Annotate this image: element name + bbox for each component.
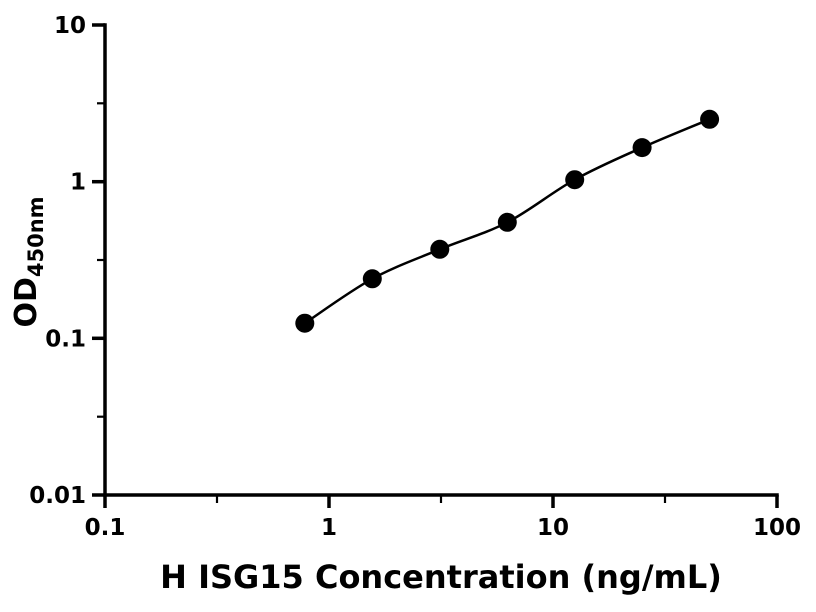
y-tick-label: 10: [54, 13, 86, 39]
x-tick-label: 1: [321, 515, 337, 541]
y-tick-label: 1: [70, 170, 86, 196]
x-tick-label: 0.1: [85, 515, 126, 541]
y-tick-label: 0.01: [29, 483, 86, 509]
data-point: [565, 170, 585, 190]
x-axis-title: H ISG15 Concentration (ng/mL): [160, 558, 722, 596]
y-tick-label: 0.1: [45, 326, 86, 352]
y-axis-title-main: OD: [9, 277, 44, 327]
data-point: [362, 269, 382, 289]
data-point: [497, 212, 517, 232]
x-tick-label: 10: [537, 515, 569, 541]
y-axis-title-subscript: 450nm: [24, 196, 48, 277]
x-tick-label: 100: [753, 515, 801, 541]
data-point: [430, 239, 450, 259]
data-point: [700, 109, 720, 129]
data-point: [632, 138, 652, 158]
axis-spines: [103, 23, 779, 497]
y-axis-title: OD450nm: [9, 196, 48, 327]
data-point: [295, 313, 315, 333]
